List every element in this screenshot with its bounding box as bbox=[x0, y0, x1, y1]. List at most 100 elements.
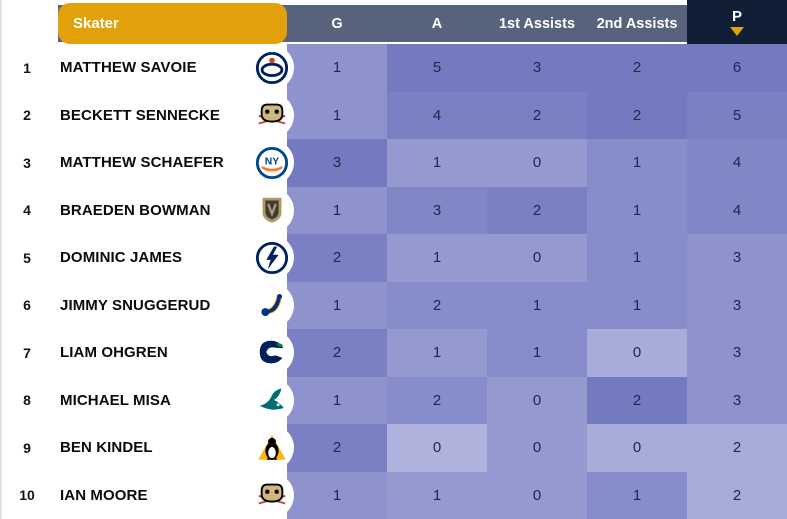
team-logo-anaheim-ducks[interactable] bbox=[249, 92, 294, 138]
player-name[interactable]: BEN KINDEL bbox=[60, 439, 153, 457]
team-logo-vegas-golden-knights[interactable] bbox=[249, 187, 294, 233]
stat-cell-a2: 0 bbox=[587, 424, 687, 472]
stat-cell-p: 3 bbox=[687, 234, 787, 282]
stat-cell-a: 1 bbox=[387, 234, 487, 282]
skater-row: 7 LIAM OHGREN bbox=[0, 329, 294, 377]
skater-row: 3 MATTHEW SCHAEFER NY bbox=[0, 139, 294, 187]
stat-cell-a: 1 bbox=[387, 471, 487, 519]
rank: 4 bbox=[23, 202, 31, 219]
player-name[interactable]: BECKETT SENNECKE bbox=[60, 106, 220, 124]
rank: 9 bbox=[23, 439, 31, 456]
stat-cell-a2: 1 bbox=[587, 186, 687, 234]
team-logo-icon bbox=[262, 197, 281, 223]
stat-cell-a1: 1 bbox=[487, 329, 587, 377]
stat-cell-p: 2 bbox=[687, 424, 787, 472]
player-name[interactable]: IAN MOORE bbox=[60, 486, 148, 504]
stat-cell-a1: 3 bbox=[487, 44, 587, 92]
stat-cell-a1: 1 bbox=[487, 281, 587, 329]
rank: 7 bbox=[23, 344, 31, 361]
stat-cell-a1: 2 bbox=[487, 91, 587, 139]
team-logo-tampa-bay-lightning[interactable] bbox=[249, 235, 294, 280]
skater-row: 10 IAN MOORE bbox=[0, 472, 294, 519]
stat-cell-p: 3 bbox=[687, 329, 787, 377]
team-logo-icon bbox=[260, 294, 282, 317]
team-logo-edmonton-oilers[interactable] bbox=[249, 45, 294, 90]
stat-cell-a2: 1 bbox=[587, 139, 687, 187]
stat-cell-a2: 2 bbox=[587, 44, 687, 92]
stat-cell-a2: 1 bbox=[587, 281, 687, 329]
stat-cell-a1: 0 bbox=[487, 376, 587, 424]
stat-cell-p: 6 bbox=[687, 44, 787, 92]
stat-cell-a2: 2 bbox=[587, 91, 687, 139]
rank: 3 bbox=[23, 154, 31, 171]
rank: 2 bbox=[23, 107, 31, 124]
player-name[interactable]: LIAM OHGREN bbox=[60, 344, 168, 362]
team-logo-pittsburgh-penguins[interactable] bbox=[249, 425, 294, 470]
rank: 8 bbox=[23, 392, 31, 409]
column-header-first-assists-label: 1st Assists bbox=[498, 15, 576, 32]
player-name[interactable]: BRAEDEN BOWMAN bbox=[60, 201, 211, 219]
rank: 1 bbox=[23, 59, 31, 76]
stat-cell-g: 2 bbox=[287, 329, 387, 377]
column-header-assists-label: A bbox=[431, 15, 443, 32]
stat-cell-a1: 0 bbox=[487, 471, 587, 519]
stat-cell-g: 1 bbox=[287, 471, 387, 519]
column-header-points[interactable]: P bbox=[687, 0, 787, 44]
column-header-first-assists[interactable]: 1st Assists bbox=[487, 5, 587, 42]
skater-row: 8 MICHAEL MISA bbox=[0, 377, 294, 425]
column-header-goals[interactable]: G bbox=[287, 5, 387, 42]
team-logo-icon bbox=[255, 241, 288, 274]
stat-cell-a1: 0 bbox=[487, 234, 587, 282]
rank: 6 bbox=[23, 297, 31, 314]
stat-cell-a: 0 bbox=[387, 424, 487, 472]
stat-cell-a: 1 bbox=[387, 329, 487, 377]
stat-cell-a1: 0 bbox=[487, 424, 587, 472]
column-header-second-assists-label: 2nd Assists bbox=[596, 15, 678, 32]
stat-cell-p: 3 bbox=[687, 376, 787, 424]
skater-row: 6 JIMMY SNUGGERUD bbox=[0, 282, 294, 330]
stat-cell-a1: 2 bbox=[487, 186, 587, 234]
skater-row: 5 DOMINIC JAMES bbox=[0, 234, 294, 282]
rank: 10 bbox=[19, 487, 35, 504]
stat-cell-a2: 0 bbox=[587, 329, 687, 377]
column-header-skater[interactable]: Skater bbox=[58, 3, 287, 44]
team-logo-icon: NY bbox=[255, 146, 288, 179]
stat-cell-g: 2 bbox=[287, 234, 387, 282]
stat-cell-a2: 1 bbox=[587, 234, 687, 282]
stat-cell-g: 1 bbox=[287, 281, 387, 329]
player-name[interactable]: DOMINIC JAMES bbox=[60, 249, 183, 267]
stat-cell-g: 1 bbox=[287, 376, 387, 424]
player-name[interactable]: JIMMY SNUGGERUD bbox=[60, 296, 211, 314]
team-logo-san-jose-sharks[interactable] bbox=[249, 377, 294, 423]
stat-cell-g: 2 bbox=[287, 424, 387, 472]
team-logo-icon bbox=[259, 340, 283, 363]
player-name[interactable]: MATTHEW SAVOIE bbox=[60, 59, 197, 77]
player-name[interactable]: MATTHEW SCHAEFER bbox=[60, 154, 224, 172]
team-logo-new-york-islanders[interactable]: NY bbox=[249, 140, 294, 185]
team-logo-anaheim-ducks[interactable] bbox=[249, 472, 294, 518]
sort-desc-icon bbox=[730, 27, 744, 36]
stat-cell-a2: 1 bbox=[587, 471, 687, 519]
column-header-assists[interactable]: A bbox=[387, 5, 487, 42]
svg-text:NY: NY bbox=[264, 156, 278, 167]
column-header-goals-label: G bbox=[331, 15, 343, 32]
player-name[interactable]: MICHAEL MISA bbox=[60, 391, 171, 409]
stat-cell-a: 2 bbox=[387, 376, 487, 424]
stat-cell-p: 2 bbox=[687, 471, 787, 519]
column-header-second-assists[interactable]: 2nd Assists bbox=[587, 5, 687, 42]
stat-cell-a: 2 bbox=[387, 281, 487, 329]
stat-cell-g: 1 bbox=[287, 91, 387, 139]
stat-cell-a: 5 bbox=[387, 44, 487, 92]
team-logo-st-louis-blues[interactable] bbox=[249, 282, 294, 328]
stat-cell-p: 3 bbox=[687, 281, 787, 329]
stat-cell-g: 1 bbox=[287, 186, 387, 234]
stat-cell-a1: 0 bbox=[487, 139, 587, 187]
stat-cell-a: 1 bbox=[387, 139, 487, 187]
team-logo-icon bbox=[258, 103, 285, 125]
team-logo-icon bbox=[257, 434, 286, 460]
team-logo-vancouver-canucks[interactable] bbox=[249, 330, 294, 375]
stat-cell-a2: 2 bbox=[587, 376, 687, 424]
column-header-points-label: P bbox=[731, 8, 742, 25]
stat-cell-p: 5 bbox=[687, 91, 787, 139]
table-left-border bbox=[0, 0, 2, 519]
